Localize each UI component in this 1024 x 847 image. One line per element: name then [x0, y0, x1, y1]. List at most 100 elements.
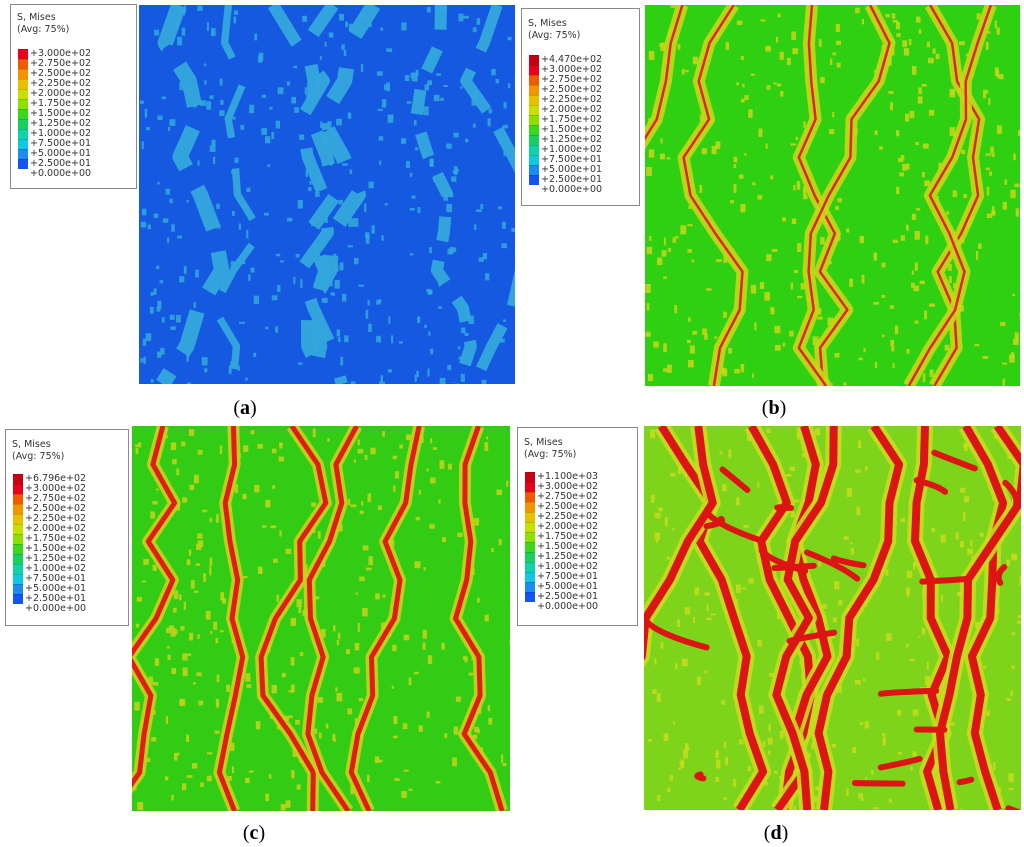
legend-swatch [529, 135, 539, 145]
caption-close-paren: ) [779, 397, 787, 419]
legend-value-label: +3.000e+02 [541, 64, 603, 75]
legend-swatch [13, 484, 23, 494]
legend-swatch [13, 494, 23, 504]
legend-value-label: +2.750e+02 [25, 493, 87, 504]
stress-field [139, 5, 515, 384]
legend-labels: +4.470e+02 +3.000e+02 +2.750e+02 +2.500e+02… [541, 55, 602, 195]
legend-swatch [529, 155, 539, 165]
caption-open-paren: ( [233, 397, 240, 419]
legend-value-label: +1.750e+02 [537, 531, 599, 542]
legend-value-label: +2.500e+01 [537, 591, 599, 602]
legend-swatch [529, 125, 539, 135]
legend-swatch [13, 584, 23, 594]
legend-value-label: +1.500e+02 [541, 124, 603, 135]
legend-swatch [18, 89, 28, 99]
legend-title: S, Mises [528, 18, 567, 29]
legend-swatch [18, 109, 28, 119]
legend-swatch [13, 574, 23, 584]
legend-swatch [525, 482, 535, 492]
legend-value-label: +7.500e+01 [30, 138, 92, 149]
legend-value-label: +2.000e+02 [541, 104, 603, 115]
legend-swatch [13, 554, 23, 564]
legend-swatch [525, 502, 535, 512]
panel-caption: (c) [243, 822, 265, 845]
legend-value-label: +0.000e+00 [537, 601, 599, 612]
contour-plot [132, 426, 510, 811]
legend-swatch [525, 532, 535, 542]
legend-swatch [13, 504, 23, 514]
legend-value-label: +3.000e+02 [537, 481, 599, 492]
legend-value-label: +2.750e+02 [541, 74, 603, 85]
legend-value-label: +1.500e+02 [537, 541, 599, 552]
panel-caption: (b) [762, 397, 786, 420]
legend-swatch [525, 572, 535, 582]
legend-swatch [529, 165, 539, 175]
caption-letter: c [249, 822, 259, 844]
legend-value-label: +7.500e+01 [541, 154, 603, 165]
legend-value-label: +3.000e+02 [25, 483, 87, 494]
legend-value-label: +2.500e+01 [30, 158, 92, 169]
caption-open-paren: ( [763, 822, 771, 844]
legend-value-label: +6.796e+02 [25, 473, 87, 484]
legend-value-label: +4.470e+02 [541, 54, 603, 65]
legend-swatch [529, 55, 539, 65]
legend-value-label: +2.750e+02 [537, 491, 599, 502]
legend-value-label: +1.000e+02 [537, 561, 599, 572]
legend-swatch [13, 544, 23, 554]
legend-swatch [13, 564, 23, 574]
legend-swatch [525, 492, 535, 502]
panel-caption: (d) [764, 822, 788, 845]
legend-swatch [13, 524, 23, 534]
legend-value-label: +0.000e+00 [541, 184, 603, 195]
legend-title: S, Mises [17, 12, 56, 23]
legend-swatch [13, 534, 23, 544]
legend-value-label: +1.000e+02 [30, 128, 92, 139]
caption-close-paren: ) [781, 822, 789, 844]
legend-value-label: +2.500e+01 [25, 593, 87, 604]
stress-field [644, 426, 1021, 810]
legend-swatch [18, 59, 28, 69]
legend-labels: +3.000e+02 +2.750e+02 +2.500e+02 +2.250e+02… [30, 49, 91, 179]
legend-swatch [18, 119, 28, 129]
legend-swatch [18, 69, 28, 79]
contour-plot [139, 5, 515, 384]
legend-value-label: +5.000e+01 [25, 583, 87, 594]
legend-value-label: +1.250e+02 [541, 134, 603, 145]
legend-swatch [525, 472, 535, 482]
legend-title: S, Mises [524, 437, 563, 448]
legend-value-label: +1.750e+02 [30, 98, 92, 109]
caption-letter: d [770, 822, 782, 844]
legend-value-label: +7.500e+01 [537, 571, 599, 582]
legend-value-label: +5.000e+01 [30, 148, 92, 159]
legend-value-label: +2.000e+02 [25, 523, 87, 534]
legend-value-label: +3.000e+02 [30, 48, 92, 59]
legend-swatch [529, 115, 539, 125]
caption-letter: a [240, 397, 250, 419]
legend-value-label: +5.000e+01 [537, 581, 599, 592]
legend-value-label: +2.500e+02 [541, 84, 603, 95]
legend-value-label: +0.000e+00 [30, 168, 92, 179]
legend-subtitle: (Avg: 75%) [12, 451, 65, 462]
stress-field [132, 426, 510, 811]
legend-value-label: +2.250e+02 [537, 511, 599, 522]
legend-swatch [529, 85, 539, 95]
legend-swatch [13, 594, 23, 604]
panel-caption: (a) [233, 397, 256, 420]
legend-subtitle: (Avg: 75%) [524, 449, 577, 460]
legend-swatches [18, 49, 28, 169]
stress-legend: S, Mises (Avg: 75%) +1.100e+03 +3.000e+02… [517, 427, 638, 626]
legend-value-label: +2.000e+02 [30, 88, 92, 99]
legend-value-label: +1.000e+02 [541, 144, 603, 155]
legend-swatch [18, 49, 28, 59]
legend-swatches [529, 55, 539, 185]
legend-value-label: +2.250e+02 [30, 78, 92, 89]
legend-value-label: +2.000e+02 [537, 521, 599, 532]
legend-value-label: +1.250e+02 [25, 553, 87, 564]
legend-value-label: +1.100e+03 [537, 471, 599, 482]
legend-value-label: +2.250e+02 [25, 513, 87, 524]
legend-swatch [525, 542, 535, 552]
legend-swatch [529, 105, 539, 115]
legend-value-label: +2.250e+02 [541, 94, 603, 105]
legend-swatches [13, 474, 23, 604]
legend-value-label: +1.750e+02 [541, 114, 603, 125]
